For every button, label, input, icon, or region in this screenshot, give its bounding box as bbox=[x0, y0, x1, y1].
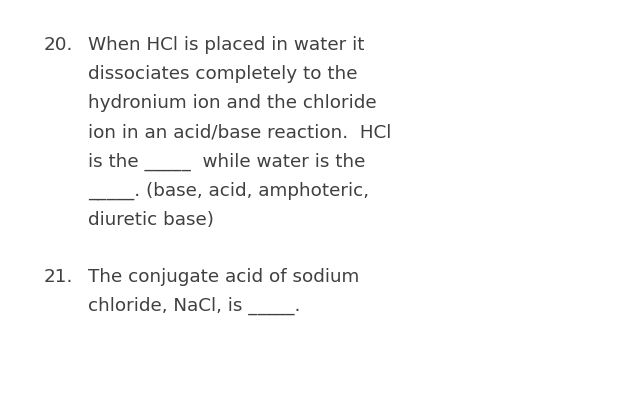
Text: _____. (base, acid, amphoteric,: _____. (base, acid, amphoteric, bbox=[88, 182, 369, 200]
Text: hydronium ion and the chloride: hydronium ion and the chloride bbox=[88, 94, 377, 112]
Text: When HCl is placed in water it: When HCl is placed in water it bbox=[88, 36, 365, 54]
Text: dissociates completely to the: dissociates completely to the bbox=[88, 65, 358, 83]
Text: The conjugate acid of sodium: The conjugate acid of sodium bbox=[88, 268, 360, 285]
Text: chloride, NaCl, is _____.: chloride, NaCl, is _____. bbox=[88, 297, 301, 315]
Text: 21.: 21. bbox=[44, 268, 73, 285]
Text: ion in an acid/base reaction.  HCl: ion in an acid/base reaction. HCl bbox=[88, 123, 392, 141]
Text: is the _____  while water is the: is the _____ while water is the bbox=[88, 153, 365, 171]
Text: 20.: 20. bbox=[44, 36, 73, 54]
Text: diuretic base): diuretic base) bbox=[88, 211, 214, 229]
